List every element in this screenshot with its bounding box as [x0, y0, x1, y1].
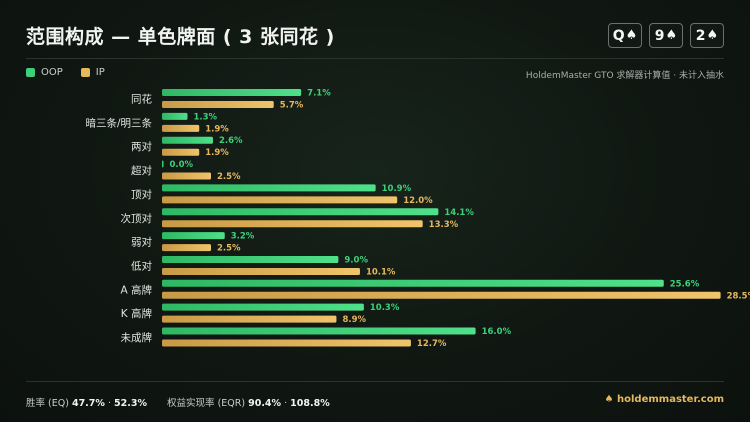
data-label: 25.6%: [670, 279, 700, 289]
category-label: 暗三条/明三条: [85, 116, 152, 129]
data-label: 2.6%: [219, 136, 243, 146]
header-divider: [26, 58, 724, 59]
board-cards: Q ♠ 9 ♠ 2 ♠: [608, 23, 724, 48]
bar-ip: [162, 196, 398, 204]
card-rank: 2: [695, 27, 706, 44]
card-rank: Q: [612, 27, 625, 44]
category-label: A 高牌: [120, 283, 152, 296]
bar-ip: [162, 267, 360, 275]
data-label: 10.3%: [370, 303, 400, 313]
source-note: HoldemMaster GTO 求解器计算值 · 未计入抽水: [525, 71, 724, 81]
bar-oop: [162, 184, 376, 192]
footer-stats: 胜率 (EQ) 47.7% · 52.3% 权益实现率 (EQR) 90.4% …: [26, 395, 330, 409]
bar-ip: [162, 244, 211, 252]
data-label: 12.0%: [403, 196, 433, 206]
category-label: 同花: [131, 93, 152, 106]
bar-oop: [162, 208, 439, 216]
data-label: 0.0%: [170, 160, 194, 170]
bar-oop: [162, 279, 664, 287]
bar-oop: [162, 255, 339, 263]
data-label: 8.9%: [342, 315, 366, 325]
board-card: 9 ♠: [649, 23, 683, 48]
footer-divider: [26, 381, 724, 382]
spade-icon: ♠: [625, 28, 638, 43]
legend-label-ip: IP: [95, 67, 105, 78]
data-label: 1.3%: [193, 112, 217, 122]
legend-item-oop: OOP: [26, 67, 63, 78]
bar-oop: [162, 112, 188, 120]
eq-separator: ·: [107, 398, 111, 409]
bar-ip: [162, 220, 423, 228]
data-label: 12.7%: [417, 339, 447, 349]
bar-oop: [162, 89, 302, 96]
category-label: 两对: [131, 140, 152, 153]
eq-label: 胜率 (EQ): [26, 398, 69, 409]
data-label: 10.9%: [382, 184, 412, 194]
bar-ip: [162, 291, 721, 299]
oop-swatch: [26, 68, 35, 77]
category-label: 顶对: [131, 188, 152, 201]
data-label: 28.5%: [727, 291, 750, 301]
bar-ip: [162, 101, 274, 108]
bar-oop: [162, 160, 164, 168]
category-label: 弱对: [131, 236, 152, 249]
ip-swatch: [80, 68, 90, 77]
data-label: 14.1%: [444, 208, 474, 218]
data-label: 1.9%: [205, 148, 229, 158]
spade-icon: ♠: [665, 28, 678, 43]
category-label: 次顶对: [121, 212, 153, 225]
eqr-separator: ·: [284, 398, 288, 409]
bar-ip: [162, 148, 200, 156]
data-label: 2.5%: [217, 172, 241, 182]
data-label: 10.1%: [366, 267, 396, 277]
bar-oop: [162, 327, 476, 335]
board-card: Q ♠: [608, 23, 642, 48]
bar-oop: [162, 232, 225, 240]
site-link[interactable]: ♠ holdemmaster.com: [604, 394, 724, 405]
card-rank: 9: [654, 27, 665, 44]
board-card: 2 ♠: [690, 23, 724, 48]
data-label: 13.3%: [429, 220, 459, 230]
category-label: K 高牌: [121, 307, 153, 320]
data-label: 9.0%: [344, 255, 368, 265]
eq-ip-value: 52.3%: [114, 398, 147, 409]
eqr-oop-value: 90.4%: [248, 398, 282, 409]
bar-ip: [162, 315, 337, 323]
data-label: 3.2%: [231, 232, 255, 242]
category-label: 低对: [131, 259, 152, 272]
data-label: 16.0%: [482, 327, 512, 337]
legend-item-ip: IP: [80, 67, 105, 78]
bar-oop: [162, 303, 364, 311]
spade-icon: ♠: [706, 28, 719, 43]
category-label: 未成牌: [121, 331, 153, 344]
page-title: 范围构成 — 单色牌面 ( 3 张同花 ): [26, 26, 335, 48]
legend-label-oop: OOP: [41, 67, 63, 78]
bar-ip: [162, 339, 411, 347]
data-label: 5.7%: [280, 101, 304, 111]
bar-ip: [162, 124, 200, 132]
eqr-ip-value: 108.8%: [290, 398, 330, 409]
data-label: 2.5%: [217, 244, 241, 254]
bar-ip: [162, 172, 211, 180]
data-label: 7.1%: [307, 89, 331, 99]
eqr-label: 权益实现率 (EQR): [167, 398, 246, 409]
bar-oop: [162, 136, 213, 144]
data-label: 1.9%: [205, 124, 229, 134]
chart-legend: OOP IP: [26, 67, 105, 78]
eq-oop-value: 47.7%: [71, 398, 105, 409]
category-label: 超对: [131, 164, 152, 177]
